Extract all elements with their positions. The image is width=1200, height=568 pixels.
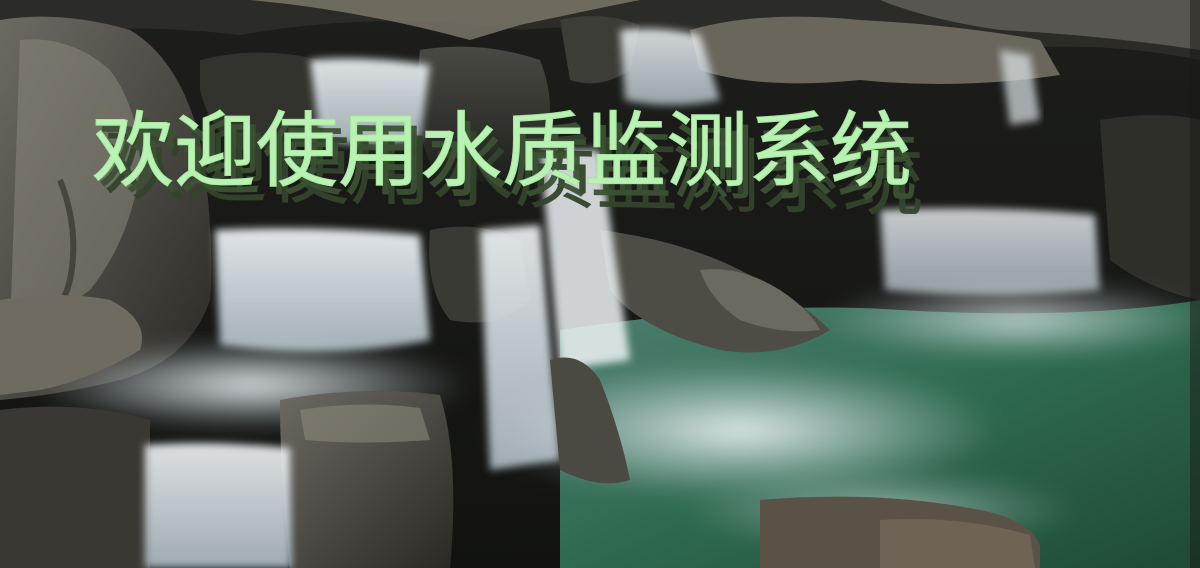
splash-screen: 欢迎使用水质监测系统 欢迎使用水质监测系统 欢迎使用水质监测系统 bbox=[0, 0, 1200, 568]
waterfall-background-image bbox=[0, 0, 1200, 568]
